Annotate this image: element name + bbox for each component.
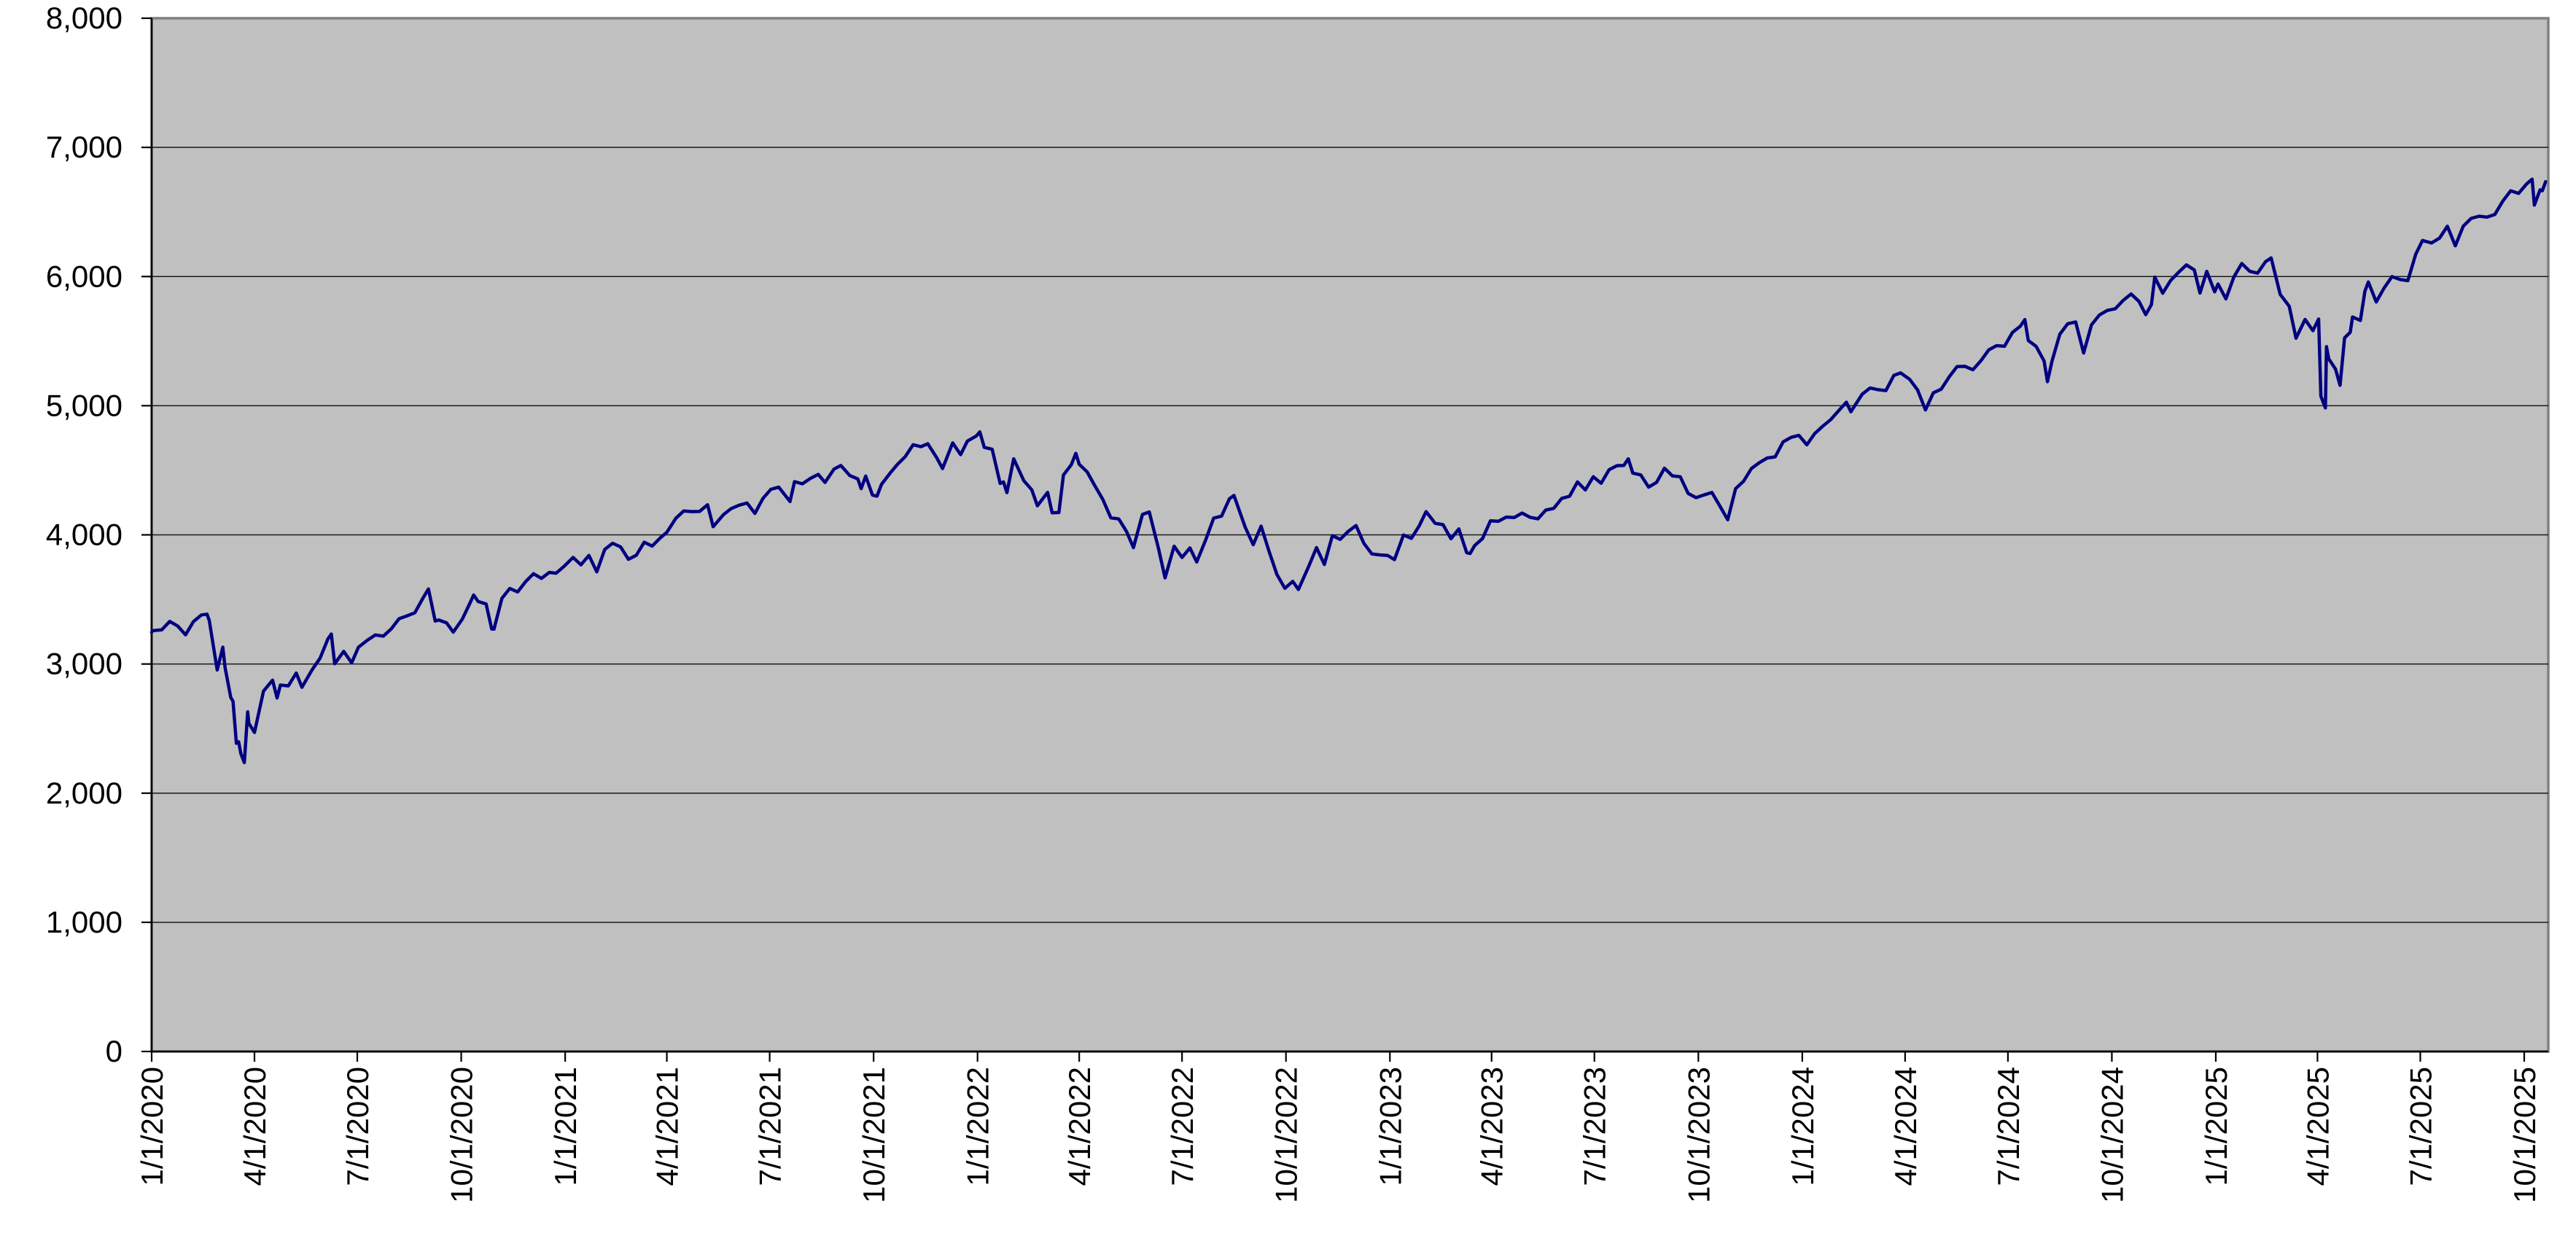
y-tick-label: 2,000: [46, 776, 122, 810]
y-tick-label: 4,000: [46, 518, 122, 552]
x-tick-label: 4/1/2024: [1888, 1067, 1923, 1186]
x-tick-label: 10/1/2024: [2095, 1067, 2129, 1203]
y-tick-label: 5,000: [46, 388, 122, 422]
x-tick-label: 1/1/2020: [135, 1067, 169, 1186]
x-axis-ticks: [150, 1051, 2526, 1062]
x-tick-label: 10/1/2022: [1269, 1067, 1304, 1203]
x-tick-label: 1/1/2021: [548, 1067, 583, 1186]
x-tick-label: 7/1/2023: [1578, 1067, 1612, 1186]
x-tick-label: 10/1/2021: [857, 1067, 891, 1203]
x-tick-labels: 1/1/2020 4/1/2020 7/1/2020 10/1/2020 1/1/202…: [135, 1067, 2542, 1203]
x-tick-label: 1/1/2025: [2199, 1067, 2233, 1186]
x-tick-label: 7/1/2022: [1165, 1067, 1199, 1186]
x-tick-label: 4/1/2020: [238, 1067, 272, 1186]
y-tick-label: 8,000: [46, 1, 122, 35]
x-tick-label: 7/1/2021: [753, 1067, 787, 1186]
y-tick-label: 1,000: [46, 905, 122, 939]
x-tick-label: 4/1/2025: [2300, 1067, 2335, 1186]
x-tick-label: 7/1/2024: [1991, 1067, 2026, 1186]
x-tick-label: 10/1/2020: [445, 1067, 479, 1203]
y-tick-label: 0: [106, 1034, 122, 1068]
y-tick-label: 3,000: [46, 647, 122, 681]
x-tick-label: 7/1/2020: [341, 1067, 375, 1186]
x-tick-label: 4/1/2021: [650, 1067, 685, 1186]
y-gridlines: [152, 147, 2548, 923]
y-tick-labels: 0 1,000 2,000 3,000 4,000 5,000 6,000 7,000 8,00…: [46, 1, 122, 1068]
x-tick-label: 4/1/2022: [1062, 1067, 1097, 1186]
x-tick-label: 10/1/2025: [2507, 1067, 2542, 1203]
x-tick-label: 4/1/2023: [1475, 1067, 1509, 1186]
price-line-series: [149, 177, 2548, 765]
x-tick-label: 1/1/2023: [1373, 1067, 1407, 1186]
x-tick-label: 1/1/2022: [961, 1067, 995, 1186]
x-tick-label: 7/1/2025: [2403, 1067, 2437, 1186]
x-tick-label: 1/1/2024: [1786, 1067, 1820, 1186]
y-axis-ticks: [141, 17, 152, 1053]
x-tick-label: 10/1/2023: [1681, 1067, 1716, 1203]
y-tick-label: 6,000: [46, 259, 122, 293]
y-tick-label: 7,000: [46, 130, 122, 164]
